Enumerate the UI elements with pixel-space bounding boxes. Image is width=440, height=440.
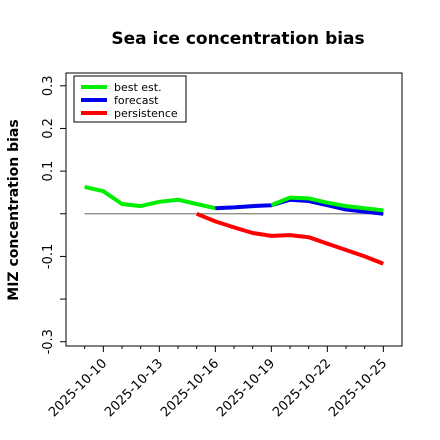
legend-label-forecast: forecast: [114, 94, 159, 107]
x-tick-label: 2025-10-10: [46, 356, 110, 420]
y-tick-label: 0.3: [41, 75, 56, 96]
axes: 0.30.20.1-0.1-0.32025-10-102025-10-13202…: [41, 72, 403, 420]
y-tick-label: 0.1: [41, 161, 56, 182]
chart-title: Sea ice concentration bias: [111, 29, 364, 49]
series-line-persistence: [195, 211, 385, 266]
series-line-best-est: [270, 195, 384, 213]
x-tick-label: 2025-10-16: [158, 356, 222, 420]
x-tick-label: 2025-10-25: [326, 356, 390, 420]
series-line-best-est: [84, 184, 216, 211]
y-tick-label: -0.3: [41, 329, 56, 354]
x-tick-label: 2025-10-22: [270, 356, 334, 420]
series-line-forecast: [215, 197, 384, 216]
plot-area: [84, 184, 385, 266]
legend-label-best-est: best est.: [114, 81, 162, 94]
x-tick-label: 2025-10-19: [214, 356, 278, 420]
y-tick-label: -0.1: [41, 244, 56, 269]
legend-label-persistence: persistence: [114, 107, 178, 120]
y-axis-label: MIZ concentration bias: [6, 119, 22, 300]
x-tick-label: 2025-10-13: [102, 356, 166, 420]
y-tick-label: 0.2: [41, 118, 56, 139]
